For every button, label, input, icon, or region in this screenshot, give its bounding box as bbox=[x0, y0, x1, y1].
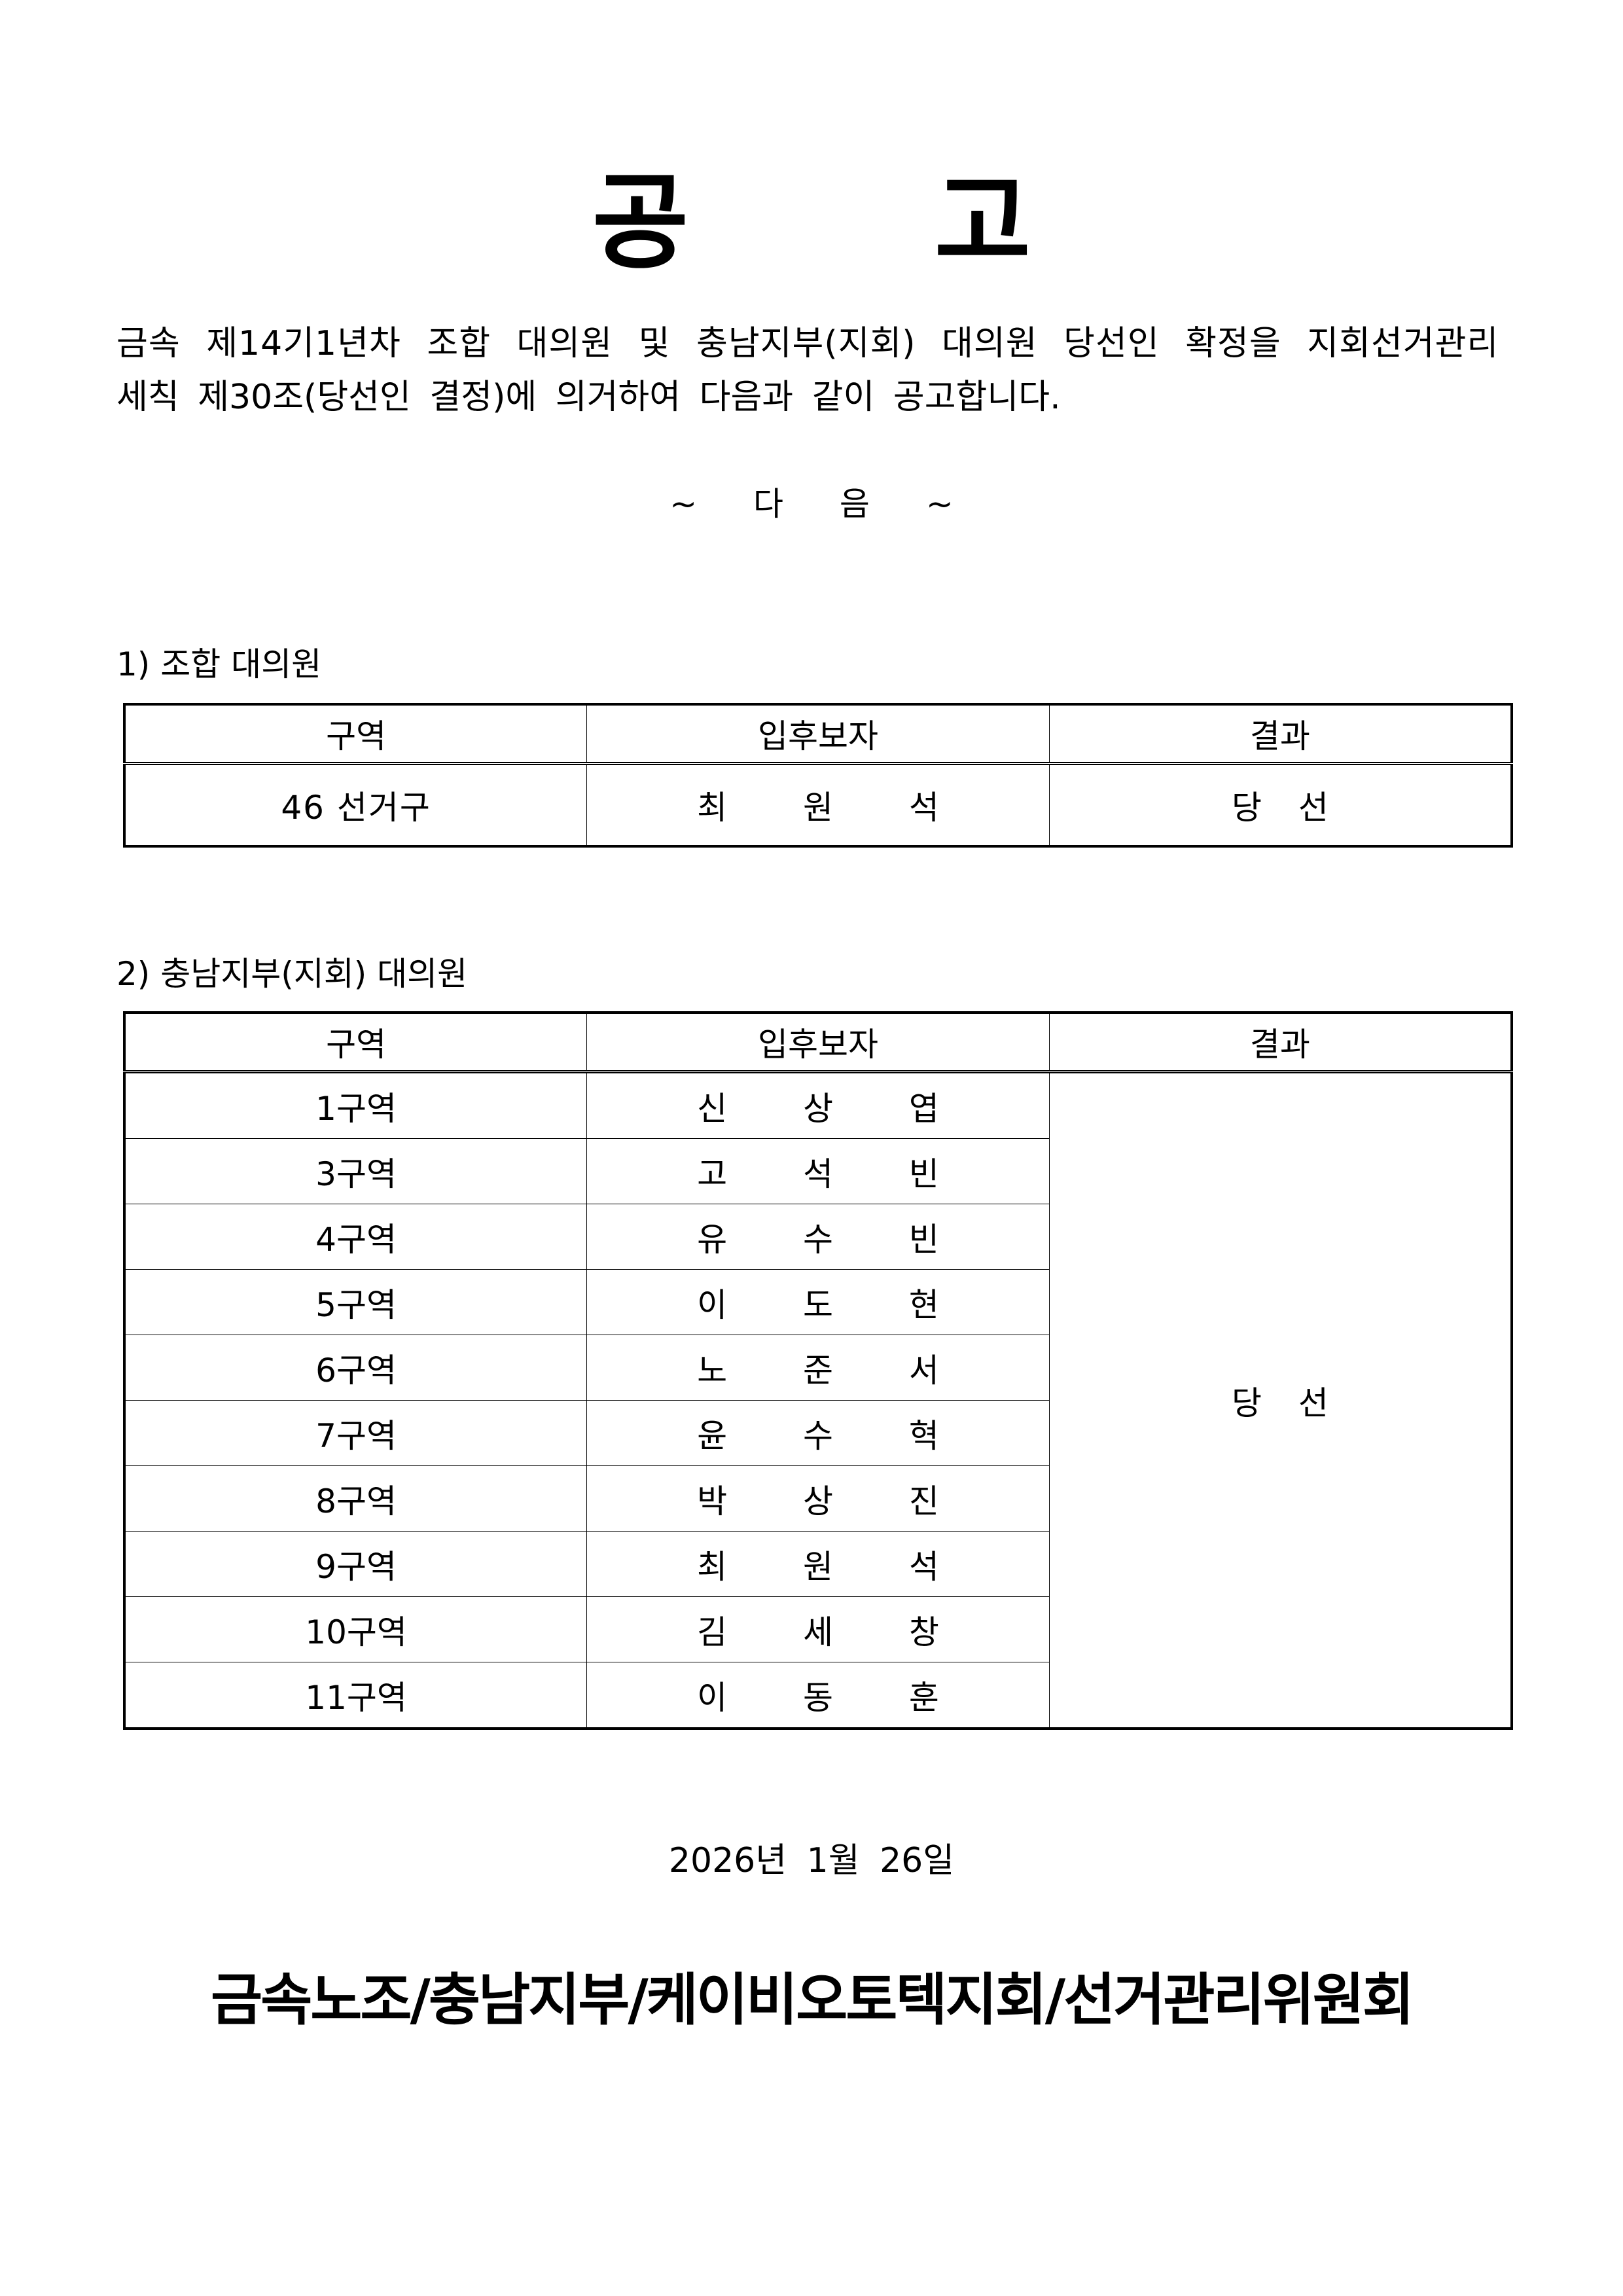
body-text-line-2: 세칙 제30조(당선인 결정)에 의거하여 다음과 같이 공고합니다. bbox=[116, 378, 1061, 417]
header-candidate: 입후보자 bbox=[586, 1012, 1050, 1073]
table-row: 3구역 고 석 빈 bbox=[124, 1138, 1512, 1204]
next-marker: ~ 다 음 ~ bbox=[669, 485, 954, 523]
candidate-cell: 이 동 훈 bbox=[586, 1662, 1050, 1729]
table-header-row: 구역 입후보자 결과 bbox=[124, 704, 1512, 765]
table-row: 46 선거구 최 원 석 당 선 bbox=[124, 763, 1512, 847]
section-1-heading: 1) 조합 대의원 bbox=[116, 645, 322, 683]
district-cell: 9구역 bbox=[124, 1531, 588, 1597]
candidate-cell: 최 원 석 bbox=[586, 763, 1050, 847]
section-2-heading: 2) 충남지부(지회) 대의원 bbox=[116, 955, 468, 993]
district-cell: 1구역 bbox=[124, 1071, 588, 1139]
candidate-cell: 윤 수 혁 bbox=[586, 1400, 1050, 1466]
candidate-cell: 김 세 창 bbox=[586, 1596, 1050, 1662]
candidate-cell: 유 수 빈 bbox=[586, 1204, 1050, 1270]
district-cell: 5구역 bbox=[124, 1269, 588, 1335]
district-cell: 7구역 bbox=[124, 1400, 588, 1466]
header-district: 구역 bbox=[124, 704, 588, 765]
issuer-name: 금속노조/충남지부/케이비오토텍지회/선거관리위원회 bbox=[211, 1967, 1414, 2033]
table-row: 9구역 최 원 석 bbox=[124, 1531, 1512, 1597]
candidate-cell: 최 원 석 bbox=[586, 1531, 1050, 1597]
district-cell: 3구역 bbox=[124, 1138, 588, 1204]
district-cell: 10구역 bbox=[124, 1596, 588, 1662]
district-cell: 8구역 bbox=[124, 1465, 588, 1532]
body-text-line-1: 금속 제14기1년차 조합 대의원 및 충남지부(지회) 대의원 당선인 확정을… bbox=[116, 324, 1499, 363]
table-header-row: 구역 입후보자 결과 bbox=[124, 1012, 1512, 1073]
candidate-cell: 박 상 진 bbox=[586, 1465, 1050, 1532]
candidate-cell: 이 도 현 bbox=[586, 1269, 1050, 1335]
document-title: 공 고 bbox=[592, 161, 1136, 283]
result-cell: 당 선 bbox=[1048, 763, 1512, 847]
district-cell: 11구역 bbox=[124, 1662, 588, 1729]
candidate-cell: 노 준 서 bbox=[586, 1335, 1050, 1401]
district-cell: 4구역 bbox=[124, 1204, 588, 1270]
district-cell: 6구역 bbox=[124, 1335, 588, 1401]
candidate-cell: 신 상 엽 bbox=[586, 1071, 1050, 1139]
header-candidate: 입후보자 bbox=[586, 704, 1050, 765]
table-row: 10구역 김 세 창 bbox=[124, 1596, 1512, 1662]
table-row: 7구역 윤 수 혁 bbox=[124, 1400, 1512, 1466]
result-cell: 당 선 bbox=[1048, 1071, 1512, 1729]
table-row: 5구역 이 도 현 bbox=[124, 1269, 1512, 1335]
notice-date: 2026년 1월 26일 bbox=[668, 1841, 955, 1880]
table-row: 6구역 노 준 서 bbox=[124, 1335, 1512, 1401]
table-row: 8구역 박 상 진 bbox=[124, 1465, 1512, 1532]
union-delegate-table: 구역 입후보자 결과 46 선거구 최 원 석 당 선 bbox=[123, 703, 1513, 848]
district-cell: 46 선거구 bbox=[124, 763, 588, 847]
table-row: 11구역 이 동 훈 bbox=[124, 1662, 1512, 1729]
candidate-cell: 고 석 빈 bbox=[586, 1138, 1050, 1204]
header-result: 결과 bbox=[1048, 1012, 1512, 1073]
header-result: 결과 bbox=[1048, 704, 1512, 765]
header-district: 구역 bbox=[124, 1012, 588, 1073]
